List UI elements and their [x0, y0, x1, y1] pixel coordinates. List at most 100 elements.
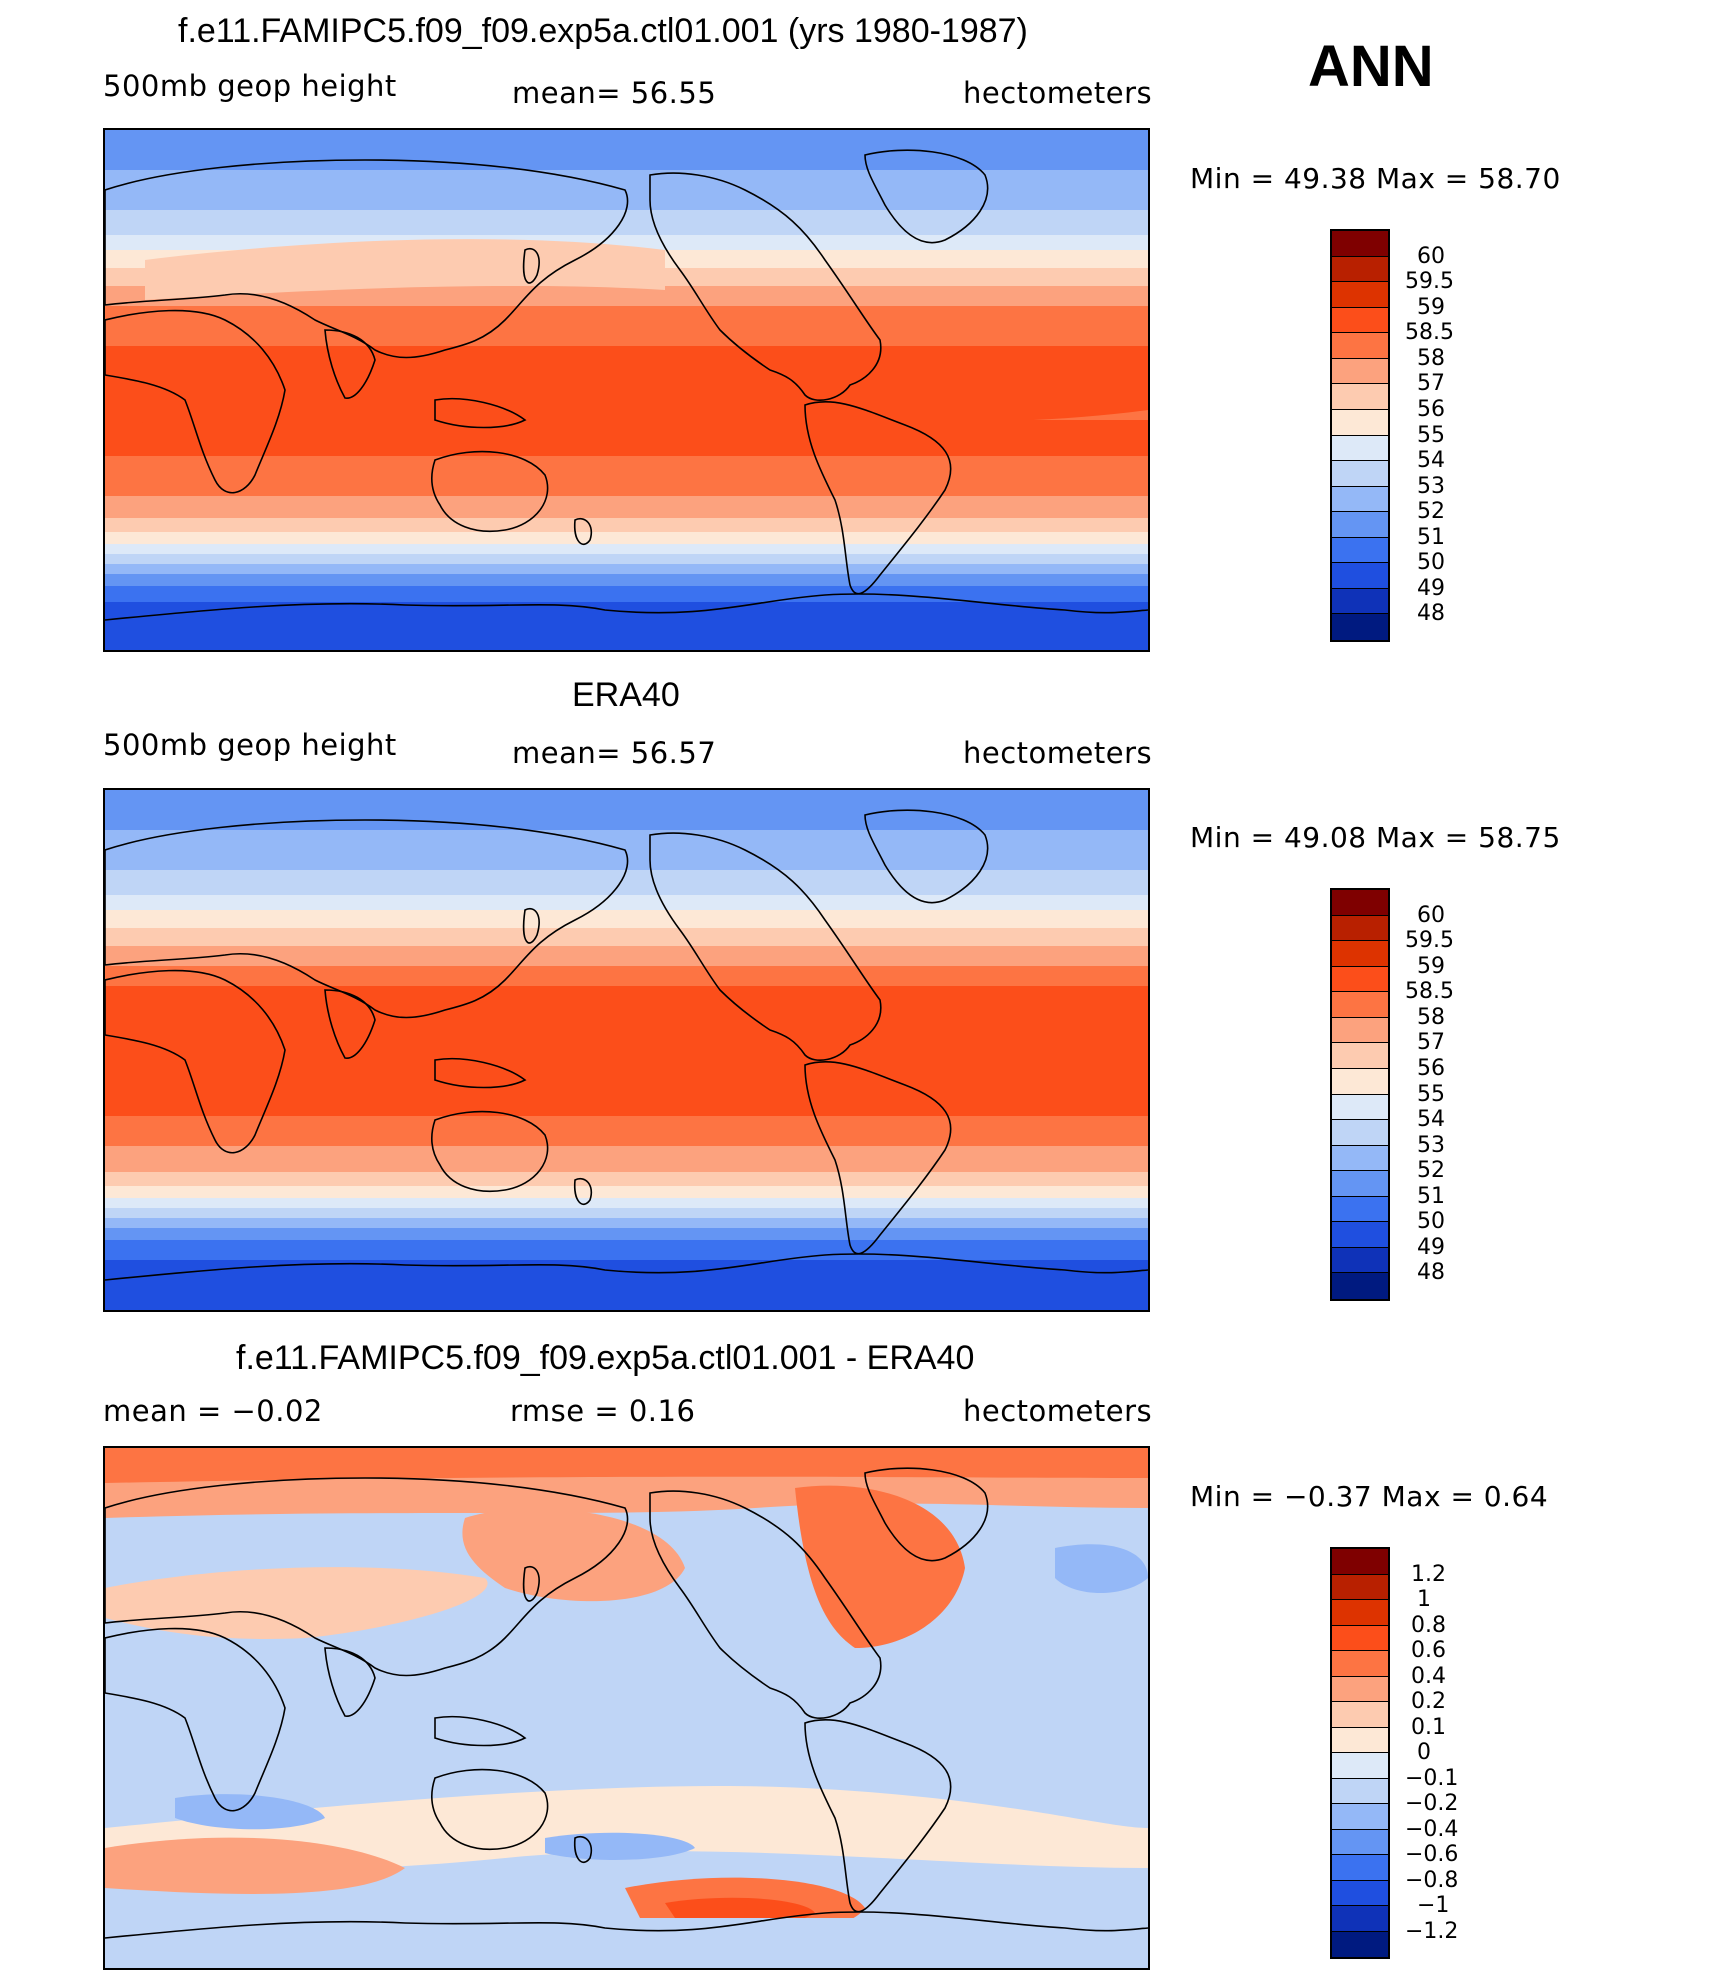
antarctica-band — [105, 1918, 1148, 1968]
colorbar-tick-label: 0.4 — [1411, 1666, 1446, 1688]
colorbar-swatch — [1332, 410, 1388, 436]
colorbar-tick-label: 50 — [1417, 552, 1445, 574]
colorbar-tick-label: 58 — [1417, 348, 1445, 370]
contour-band — [105, 554, 1148, 564]
colorbar-tick-label: 1.2 — [1411, 1564, 1446, 1586]
contour-band — [105, 574, 1148, 586]
colorbar-tick-label: 1 — [1417, 1589, 1431, 1611]
colorbar-tick-label: 56 — [1417, 399, 1445, 421]
colorbar-swatch — [1332, 1753, 1388, 1779]
panel3-minmax: Min = −0.37 Max = 0.64 — [1190, 1483, 1548, 1511]
colorbar-swatch — [1332, 992, 1388, 1018]
colorbar-swatch — [1332, 436, 1388, 462]
contour-band — [105, 1146, 1148, 1172]
panel2-units-label: hectometers — [963, 739, 1152, 768]
colorbar-swatch — [1332, 1881, 1388, 1907]
contour-band — [105, 586, 1148, 602]
panel3-mean-label: mean = −0.02 — [103, 1397, 323, 1426]
panel3-rmse-label: rmse = 0.16 — [510, 1397, 695, 1426]
panel3-map — [103, 1446, 1150, 1970]
contour-band — [105, 966, 1148, 986]
colorbar-swatch — [1332, 384, 1388, 410]
colorbar-swatch — [1332, 359, 1388, 385]
colorbar-tick-label: −0.6 — [1405, 1844, 1458, 1866]
contour-band — [105, 564, 1148, 574]
colorbar-tick-label: 0.6 — [1411, 1640, 1446, 1662]
contour-band — [105, 1186, 1148, 1198]
colorbar-tick-label: 57 — [1417, 373, 1445, 395]
panel2-colorbar — [1330, 888, 1390, 1301]
colorbar-swatch — [1332, 916, 1388, 942]
colorbar-tick-label: 52 — [1417, 501, 1445, 523]
contour-band — [105, 1172, 1148, 1186]
colorbar-swatch — [1332, 1095, 1388, 1121]
contour-band — [105, 1198, 1148, 1208]
colorbar-swatch — [1332, 1120, 1388, 1146]
contour-band — [105, 928, 1148, 946]
season-label: ANN — [1308, 38, 1434, 96]
panel1-units-label: hectometers — [963, 79, 1152, 108]
colorbar-tick-label: 53 — [1417, 1135, 1445, 1157]
contour-band — [105, 602, 1148, 650]
colorbar-tick-label: 54 — [1417, 450, 1445, 472]
contour-band — [105, 544, 1148, 554]
colorbar-swatch — [1332, 1248, 1388, 1274]
colorbar-swatch — [1332, 967, 1388, 993]
colorbar-tick-label: 59.5 — [1405, 930, 1454, 952]
colorbar-tick-label: 48 — [1417, 1262, 1445, 1284]
contour-band — [105, 170, 1148, 210]
colorbar-swatch — [1332, 461, 1388, 487]
colorbar-swatch — [1332, 1702, 1388, 1728]
contour-band — [105, 870, 1148, 895]
contour-band — [105, 532, 1148, 544]
panel2-mean-label: mean= 56.57 — [512, 739, 716, 768]
contour-band — [105, 306, 1148, 346]
contour-band — [105, 1208, 1148, 1218]
contour-band — [105, 910, 1148, 928]
colorbar-swatch — [1332, 1677, 1388, 1703]
contour-band — [105, 830, 1148, 870]
colorbar-swatch — [1332, 1906, 1388, 1932]
contour-band — [105, 496, 1148, 518]
colorbar-tick-label: 55 — [1417, 1084, 1445, 1106]
colorbar-swatch — [1332, 1728, 1388, 1754]
colorbar-swatch — [1332, 1171, 1388, 1197]
contour-band — [105, 456, 1148, 496]
colorbar-swatch — [1332, 1043, 1388, 1069]
colorbar-swatch — [1332, 1069, 1388, 1095]
colorbar-tick-label: 0 — [1417, 1742, 1431, 1764]
colorbar-tick-label: 59 — [1417, 956, 1445, 978]
colorbar-swatch — [1332, 1651, 1388, 1677]
colorbar-tick-label: 60 — [1417, 905, 1445, 927]
colorbar-tick-label: −1.2 — [1405, 1921, 1458, 1943]
colorbar-swatch — [1332, 1197, 1388, 1223]
colorbar-swatch — [1332, 257, 1388, 283]
contour-band — [105, 986, 1148, 1116]
colorbar-swatch — [1332, 1575, 1388, 1601]
colorbar-tick-label: 0.1 — [1411, 1717, 1446, 1739]
colorbar-tick-label: 58.5 — [1405, 981, 1454, 1003]
colorbar-swatch — [1332, 1222, 1388, 1248]
contour-band — [105, 518, 1148, 532]
colorbar-tick-label: 56 — [1417, 1058, 1445, 1080]
colorbar-swatch — [1332, 1549, 1388, 1575]
panel1-colorbar — [1330, 229, 1390, 642]
colorbar-swatch — [1332, 563, 1388, 589]
colorbar-tick-label: 58.5 — [1405, 322, 1454, 344]
colorbar-swatch — [1332, 1855, 1388, 1881]
colorbar-swatch — [1332, 308, 1388, 334]
panel1-variable-label: 500mb geop height — [103, 72, 397, 101]
colorbar-tick-label: −0.2 — [1405, 1793, 1458, 1815]
colorbar-swatch — [1332, 1146, 1388, 1172]
colorbar-swatch — [1332, 1626, 1388, 1652]
colorbar-tick-label: −0.1 — [1405, 1768, 1458, 1790]
colorbar-swatch — [1332, 941, 1388, 967]
colorbar-tick-label: −1 — [1417, 1895, 1449, 1917]
contour-band — [105, 1240, 1148, 1260]
contour-band — [105, 1228, 1148, 1240]
colorbar-swatch — [1332, 231, 1388, 257]
colorbar-swatch — [1332, 333, 1388, 359]
colorbar-swatch — [1332, 512, 1388, 538]
contour-band — [105, 1260, 1148, 1310]
contour-band — [105, 210, 1148, 235]
